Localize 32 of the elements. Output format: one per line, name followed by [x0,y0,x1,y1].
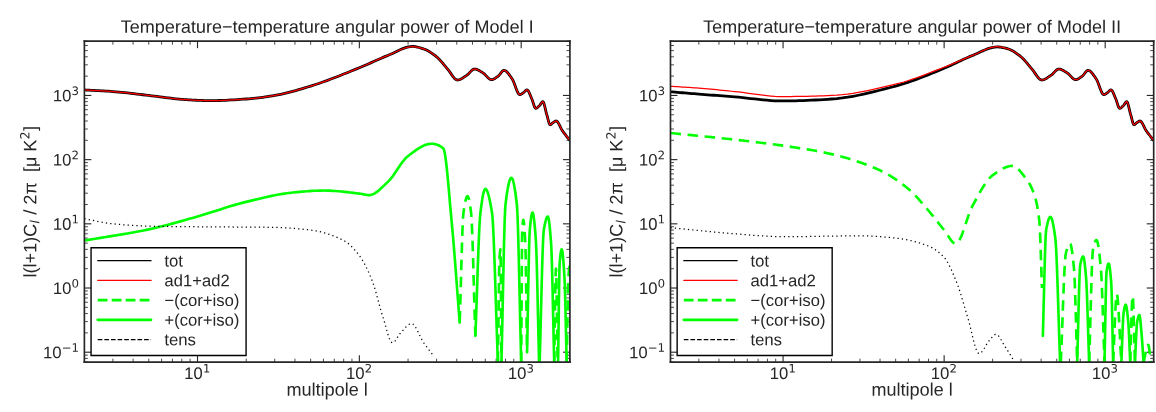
y-tick-label: 10$^{0}$ [54,278,79,295]
y-tick-label: 10$^{−1}$ [44,343,78,359]
legend-label: tens [750,334,782,346]
y-tick-label: 10$^{0}$ [640,278,665,295]
x-tick-label: 10$^{1}$ [771,364,795,380]
x-axis-title: multipole l [287,382,367,400]
chart-title: Temperature−temperature angular power of Model I [121,19,532,37]
legend-label: +(cor+iso) [165,313,239,330]
legend-label: −(cor+iso) [751,293,825,310]
x-axis-title: multipole l [872,382,952,400]
legend-label: tot [750,255,769,267]
legend-label: ad1+ad2 [751,274,815,287]
legend-label: −(cor+iso) [165,293,239,310]
y-tick-label: 10$^{2}$ [54,150,78,166]
x-tick-label: 10$^{2}$ [932,363,956,380]
y-tick-label: 10$^{−1}$ [630,343,664,359]
y-tick-label: 10$^{2}$ [640,150,664,166]
x-tick-label: 10$^{1}$ [185,364,210,380]
x-tick-label: 10$^{3}$ [509,363,534,380]
y-tick-label: 10$^{1}$ [54,214,78,230]
y-tick-label: 10$^{1}$ [640,214,664,230]
legend-label: ad1+ad2 [165,274,229,287]
y-tick-label: 10$^{3}$ [54,86,79,102]
legend-label: tot [164,255,183,267]
legend-label: +(cor+iso) [751,313,825,330]
y-axis-title: l(l+1)C$_{l}$ / 2π [μ K$^{2}$] [606,127,627,277]
x-tick-label: 10$^{2}$ [347,363,371,380]
y-tick-label: 10$^{3}$ [640,86,665,102]
legend-label: tens [164,334,196,346]
chart-title: Temperature−temperature angular power of Model II [703,19,1120,37]
y-axis-title: l(l+1)C$_{l}$ / 2π [μ K$^{2}$] [20,127,41,277]
x-tick-label: 10$^{3}$ [1093,363,1118,380]
